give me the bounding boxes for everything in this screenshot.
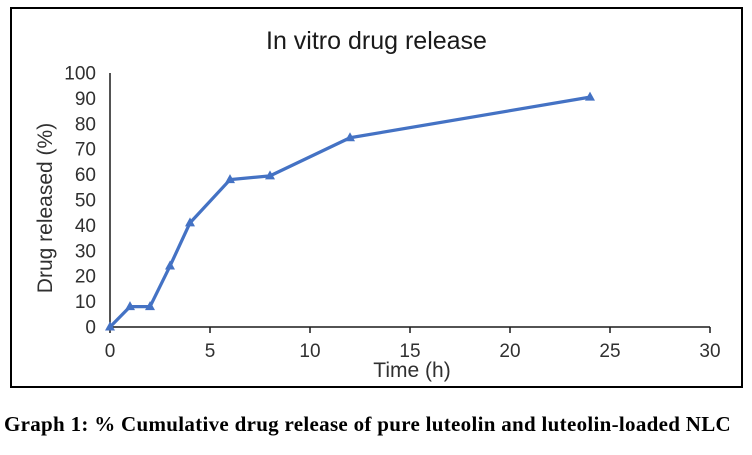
x-tick-label: 5	[205, 341, 216, 362]
y-tick-label: 0	[85, 318, 96, 339]
x-tick-label: 10	[299, 341, 320, 362]
series-line	[108, 95, 592, 329]
figure-caption: Graph 1: % Cumulative drug release of pu…	[4, 412, 732, 436]
series-marker	[125, 301, 135, 311]
series-marker	[265, 170, 275, 180]
series-marker	[145, 301, 155, 311]
y-tick-label: 80	[75, 114, 96, 135]
y-tick-label: 60	[75, 165, 96, 186]
y-tick-label: 100	[64, 64, 96, 85]
series-marker	[585, 91, 595, 101]
y-tick-label: 20	[75, 267, 96, 288]
y-tick-label: 90	[75, 89, 96, 110]
x-tick-label: 30	[699, 341, 720, 362]
x-axis-title: Time (h)	[373, 359, 450, 382]
y-tick-label: 10	[75, 292, 96, 313]
chart-frame: In vitro drug release 0 5 10 15 20 25 30 0 10 20 30…	[10, 7, 743, 388]
x-tick-label: 0	[105, 341, 116, 362]
y-tick-label: 70	[75, 140, 96, 161]
x-tick-label: 15	[399, 341, 420, 362]
y-tick-label: 30	[75, 241, 96, 262]
series-marker	[345, 132, 355, 142]
y-tick-label: 50	[75, 191, 96, 212]
series-marker	[225, 174, 235, 184]
chart-title: In vitro drug release	[266, 27, 487, 55]
x-tick-label: 25	[599, 341, 620, 362]
line-chart: In vitro drug release 0 5 10 15 20 25 30 0 10 20 30…	[34, 27, 721, 382]
series-marker	[105, 321, 115, 331]
series-marker	[165, 260, 175, 270]
x-tick-label: 20	[499, 341, 520, 362]
y-axis-title: Drug released (%)	[34, 123, 57, 293]
y-tick-label: 40	[75, 216, 96, 237]
series-marker	[185, 217, 195, 227]
